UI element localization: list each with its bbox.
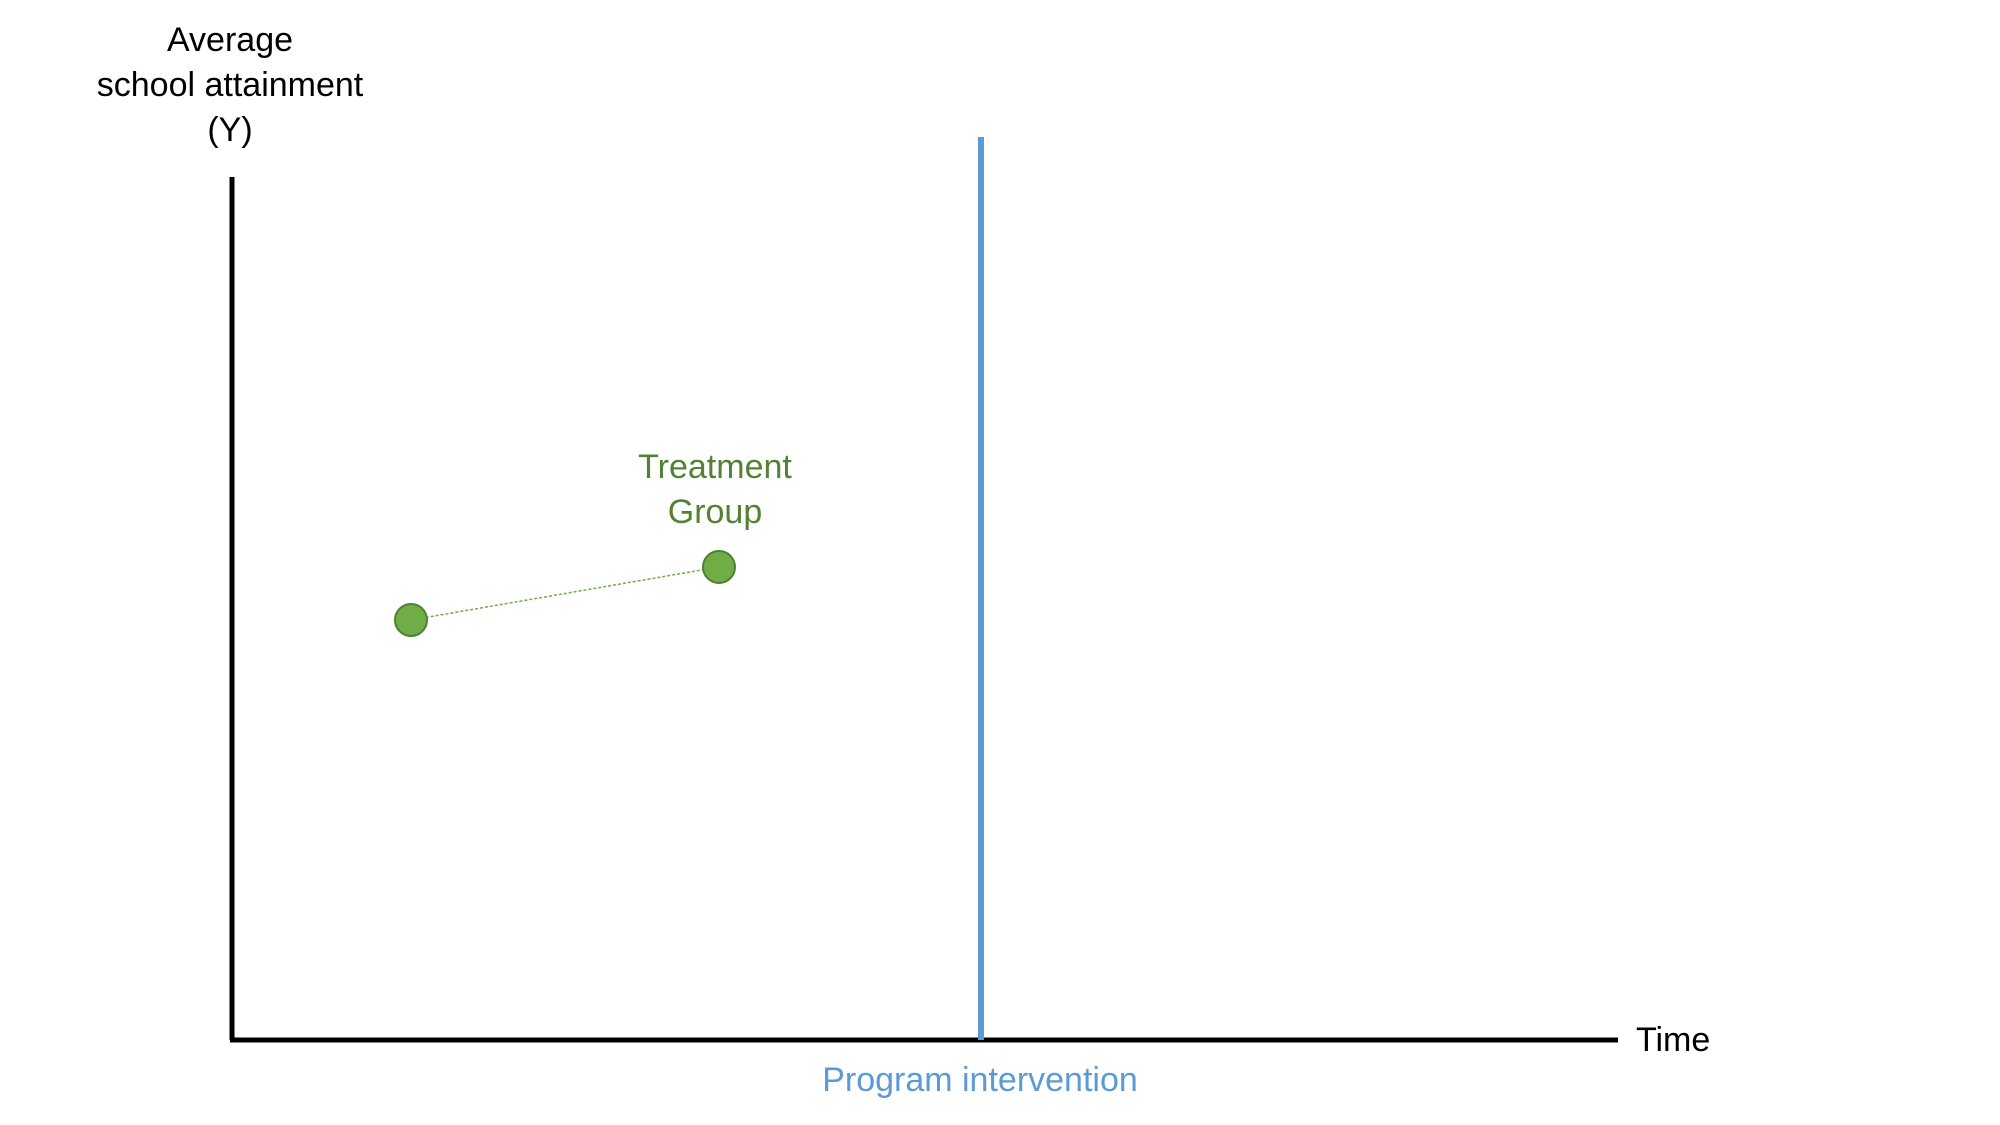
treatment-point-pre-1 [394,603,428,637]
y-axis-label: Average school attainment (Y) [60,18,400,153]
x-axis-label: Time [1636,1021,1711,1059]
y-axis-label-line-1: Average [166,21,294,59]
intervention-label: Program intervention [822,1061,1138,1099]
treatment-trend-line [410,566,720,621]
treatment-group-label: Treatment Group [560,445,870,535]
y-axis-label-line-2: school attainment [96,66,364,104]
treatment-group-label-line-1: Treatment [638,448,792,486]
treatment-group-label-line-2: Group [667,493,763,531]
y-axis-label-line-3: (Y) [207,111,253,149]
treatment-point-pre-2 [702,550,736,584]
